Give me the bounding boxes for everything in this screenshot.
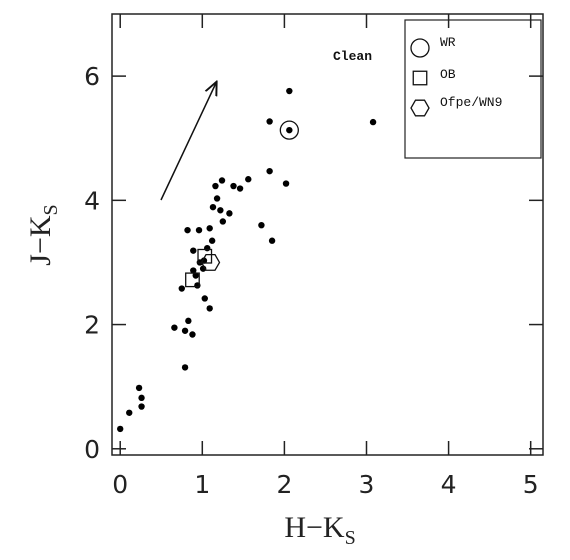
x-tick-label: 2 bbox=[276, 470, 292, 499]
point bbox=[286, 126, 293, 134]
point bbox=[135, 384, 143, 392]
y-tick-label: 2 bbox=[84, 311, 100, 340]
point bbox=[266, 167, 273, 175]
point bbox=[226, 210, 233, 217]
point bbox=[268, 237, 276, 244]
wr-marker bbox=[279, 120, 299, 140]
point bbox=[218, 177, 226, 184]
point bbox=[126, 409, 133, 416]
point bbox=[201, 295, 208, 302]
point bbox=[236, 185, 244, 192]
point bbox=[195, 226, 203, 234]
x-tick-label: 1 bbox=[194, 470, 210, 499]
x-axis-label: H−KS bbox=[284, 511, 355, 549]
point bbox=[208, 237, 216, 244]
y-tick-label: 0 bbox=[84, 435, 100, 464]
point bbox=[212, 182, 219, 190]
point bbox=[181, 364, 189, 371]
hexagon-marker bbox=[410, 99, 430, 117]
point bbox=[117, 425, 124, 433]
point bbox=[171, 324, 178, 331]
point bbox=[219, 218, 227, 225]
hexagon-marker bbox=[200, 254, 221, 271]
y-tick-label: 6 bbox=[84, 62, 100, 91]
point bbox=[138, 394, 145, 402]
point bbox=[185, 317, 192, 325]
point bbox=[138, 403, 145, 410]
point bbox=[286, 87, 293, 95]
annotation: Clean bbox=[333, 49, 372, 64]
point bbox=[192, 272, 199, 279]
plot-frame bbox=[111, 13, 544, 456]
point bbox=[190, 247, 197, 254]
point bbox=[258, 221, 265, 229]
point bbox=[184, 226, 191, 234]
point bbox=[181, 327, 189, 334]
legend-label: OB bbox=[440, 67, 456, 82]
point bbox=[206, 305, 213, 312]
ob-marker bbox=[412, 70, 428, 86]
point bbox=[245, 176, 252, 183]
point bbox=[266, 118, 273, 125]
x-tick-label: 4 bbox=[441, 470, 457, 499]
legend-label: Ofpe/WN9 bbox=[440, 95, 502, 110]
y-tick-label: 4 bbox=[84, 186, 100, 215]
ob-marker bbox=[185, 272, 200, 288]
point bbox=[230, 182, 237, 190]
point bbox=[217, 207, 224, 214]
point bbox=[209, 203, 217, 211]
x-tick-label: 3 bbox=[359, 470, 375, 499]
ob-marker bbox=[197, 248, 213, 264]
point bbox=[282, 180, 290, 187]
legend-label: WR bbox=[440, 35, 456, 50]
point bbox=[369, 118, 377, 126]
x-tick-label: 0 bbox=[112, 470, 128, 499]
point bbox=[213, 195, 221, 202]
reddening-arrow bbox=[160, 83, 216, 201]
point bbox=[190, 267, 197, 274]
wr-marker bbox=[410, 38, 430, 58]
y-axis-label: J−KS bbox=[24, 204, 62, 265]
point bbox=[178, 285, 185, 292]
point bbox=[204, 244, 211, 252]
point bbox=[206, 225, 213, 232]
x-tick-label: 5 bbox=[523, 470, 539, 499]
point bbox=[189, 331, 196, 338]
